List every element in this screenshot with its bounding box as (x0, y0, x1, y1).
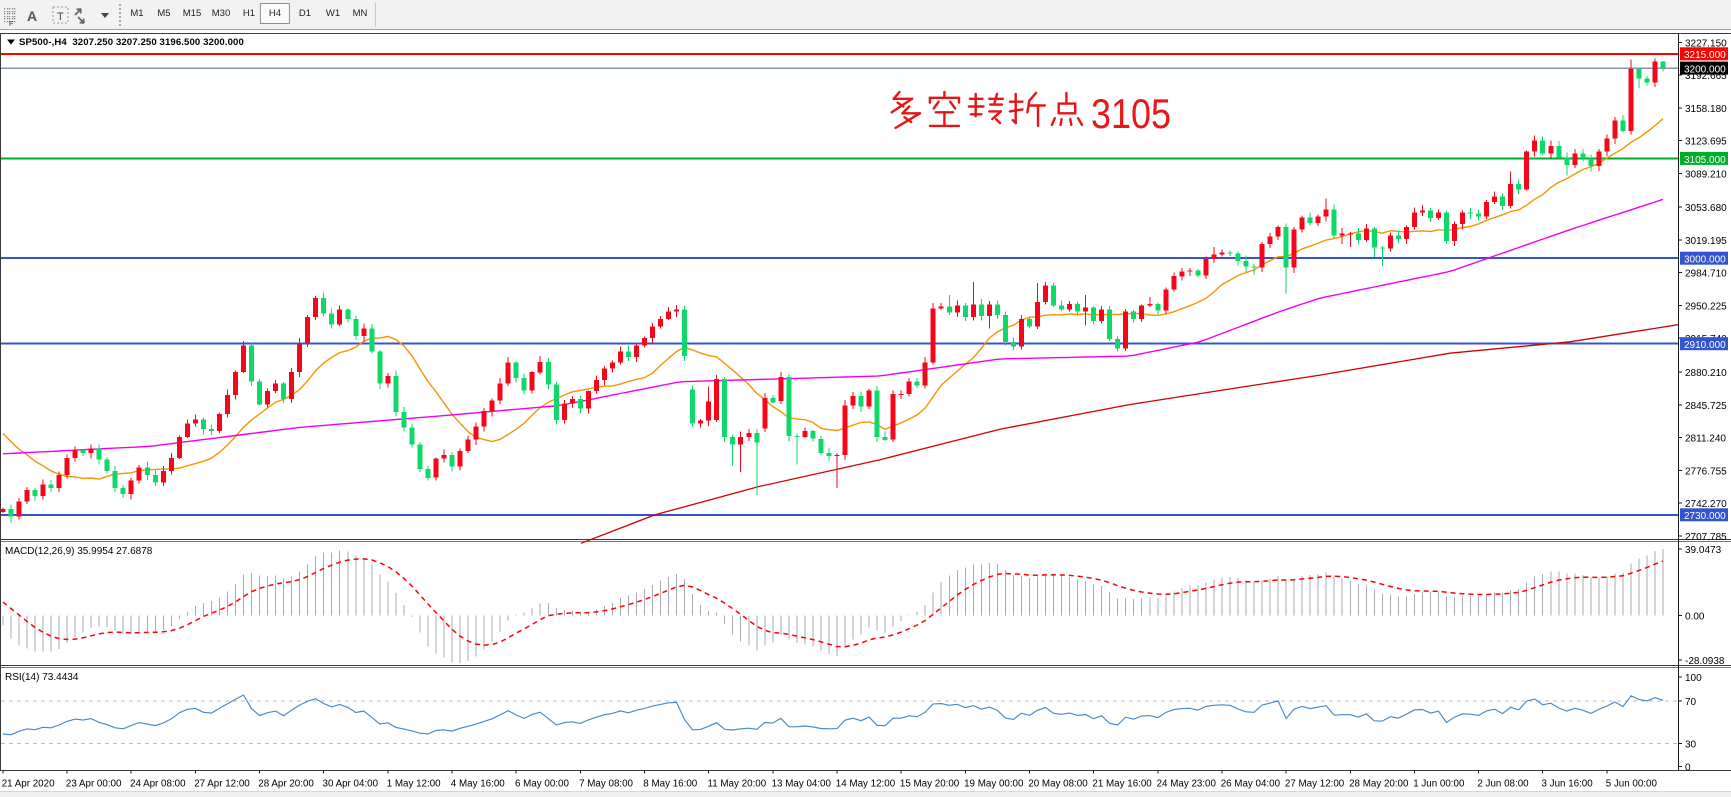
svg-text:1 Jun 00:00: 1 Jun 00:00 (1413, 779, 1465, 790)
svg-text:27 Apr 12:00: 27 Apr 12:00 (194, 779, 250, 790)
svg-text:2742.270: 2742.270 (1685, 499, 1727, 510)
svg-text:3227.150: 3227.150 (1685, 38, 1727, 49)
svg-text:26 May 04:00: 26 May 04:00 (1221, 779, 1281, 790)
svg-text:3000.000: 3000.000 (1684, 255, 1726, 266)
svg-text:3192.665: 3192.665 (1685, 71, 1727, 82)
svg-text:21 Apr 2020: 21 Apr 2020 (2, 779, 55, 790)
svg-text:3105.000: 3105.000 (1684, 155, 1726, 166)
svg-text:11 May 20:00: 11 May 20:00 (708, 779, 767, 790)
svg-text:13 May 04:00: 13 May 04:00 (772, 779, 832, 790)
svg-text:70: 70 (1685, 697, 1697, 708)
svg-text:1 May 12:00: 1 May 12:00 (387, 779, 441, 790)
svg-text:3019.195: 3019.195 (1685, 236, 1727, 247)
svg-text:23 Apr 00:00: 23 Apr 00:00 (66, 779, 122, 790)
svg-text:15 May 20:00: 15 May 20:00 (900, 779, 960, 790)
svg-text:5 Jun 00:00: 5 Jun 00:00 (1606, 779, 1658, 790)
svg-text:2707.785: 2707.785 (1685, 532, 1727, 543)
svg-text:A: A (27, 8, 37, 24)
svg-text:27 May 12:00: 27 May 12:00 (1285, 779, 1345, 790)
svg-text:7 May 08:00: 7 May 08:00 (579, 779, 633, 790)
svg-text:0: 0 (1685, 762, 1691, 773)
svg-text:3200.000: 3200.000 (1684, 65, 1726, 76)
svg-text:20 May 08:00: 20 May 08:00 (1028, 779, 1088, 790)
svg-text:21 May 16:00: 21 May 16:00 (1092, 779, 1152, 790)
svg-text:3089.210: 3089.210 (1685, 169, 1727, 180)
svg-text:24 Apr 08:00: 24 Apr 08:00 (130, 779, 186, 790)
svg-text:6 May 00:00: 6 May 00:00 (515, 779, 569, 790)
svg-text:2950.225: 2950.225 (1685, 302, 1727, 313)
svg-text:2910.000: 2910.000 (1684, 340, 1726, 351)
svg-text:3105: 3105 (1091, 90, 1171, 137)
svg-text:2984.710: 2984.710 (1685, 269, 1727, 280)
svg-text:T: T (57, 11, 64, 23)
svg-text:8 May 16:00: 8 May 16:00 (643, 779, 697, 790)
svg-text:0.00: 0.00 (1685, 612, 1705, 623)
svg-text:MACD(12,26,9) 35.9954 27.6878: MACD(12,26,9) 35.9954 27.6878 (5, 546, 153, 557)
svg-text:3158.180: 3158.180 (1685, 104, 1727, 115)
svg-text:F: F (9, 21, 13, 28)
svg-text:-28.0938: -28.0938 (1685, 656, 1725, 667)
svg-text:30 Apr 04:00: 30 Apr 04:00 (323, 779, 379, 790)
svg-text:2811.240: 2811.240 (1685, 434, 1726, 445)
svg-text:24 May 23:00: 24 May 23:00 (1157, 779, 1217, 790)
svg-text:19 May 00:00: 19 May 00:00 (964, 779, 1024, 790)
svg-text:2776.755: 2776.755 (1685, 466, 1727, 477)
svg-text:3053.680: 3053.680 (1685, 203, 1727, 214)
svg-text:3 Jun 16:00: 3 Jun 16:00 (1542, 779, 1594, 790)
svg-text:14 May 12:00: 14 May 12:00 (836, 779, 896, 790)
svg-text:100: 100 (1685, 673, 1702, 684)
svg-text:2 Jun 08:00: 2 Jun 08:00 (1477, 779, 1529, 790)
svg-text:3215.000: 3215.000 (1684, 50, 1726, 61)
svg-text:2730.000: 2730.000 (1684, 511, 1726, 522)
svg-text:RSI(14) 73.4434: RSI(14) 73.4434 (5, 672, 79, 683)
svg-text:39.0473: 39.0473 (1685, 545, 1722, 556)
svg-text:3123.695: 3123.695 (1685, 137, 1727, 148)
svg-text:28 Apr 20:00: 28 Apr 20:00 (258, 779, 314, 790)
svg-text:30: 30 (1685, 739, 1697, 750)
svg-text:28 May 20:00: 28 May 20:00 (1349, 779, 1409, 790)
svg-text:2845.725: 2845.725 (1685, 401, 1727, 412)
svg-text:SP500-,H4 3207.250 3207.250 3: SP500-,H4 3207.250 3207.250 3196.500 320… (19, 37, 244, 48)
svg-text:2880.210: 2880.210 (1685, 368, 1727, 379)
svg-text:4 May 16:00: 4 May 16:00 (451, 779, 505, 790)
